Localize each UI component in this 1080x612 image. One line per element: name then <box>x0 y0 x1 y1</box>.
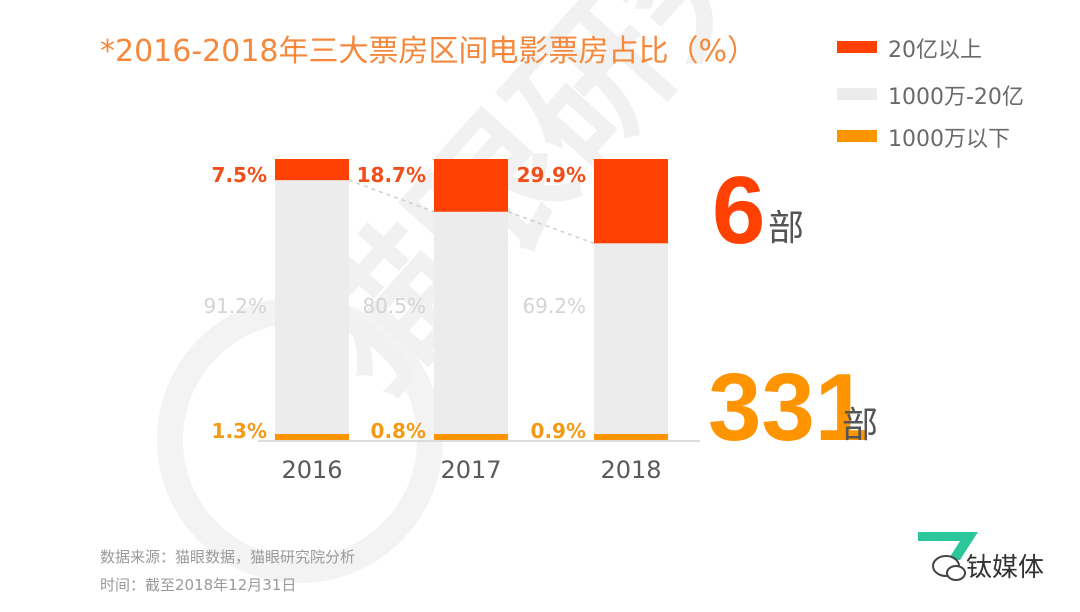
legend-swatch-mid <box>837 88 877 100</box>
legend-label-over-2b: 20亿以上 <box>888 38 982 63</box>
legend-swatch-over-2b <box>837 41 877 53</box>
time-line: 时间：截至2018年12月31日 <box>100 576 296 594</box>
bar-mid-2016 <box>275 180 349 438</box>
x-tick-label-2017: 2017 <box>440 456 501 484</box>
x-tick-label-2018: 2018 <box>600 456 661 484</box>
bar-over-2b-2016 <box>275 159 349 181</box>
data-label-mid-2016: 91.2% <box>203 294 267 318</box>
legend-label-under-10m: 1000万以下 <box>888 127 1010 152</box>
source-line: 数据来源：猫眼数据，猫眼研究院分析 <box>100 548 355 566</box>
data-label-under-10m-2016: 1.3% <box>212 419 267 443</box>
logo-7-icon <box>918 532 978 560</box>
bar-mid-2018 <box>594 243 668 439</box>
data-label-under-10m-2018: 0.9% <box>531 419 586 443</box>
data-label-mid-2018: 69.2% <box>522 294 586 318</box>
brand-logo: 钛媒体 <box>918 532 1044 583</box>
data-label-mid-2017: 80.5% <box>362 294 426 318</box>
bars: 7.5% 91.2% 1.3% 2016 18.7% 80.5% 0.8% 2017 29.9%… <box>203 159 668 484</box>
bar-under-10m-2016 <box>275 434 349 441</box>
data-label-over-2b-2018: 29.9% <box>517 163 586 187</box>
x-tick-label-2016: 2016 <box>281 456 342 484</box>
logo-text: 钛媒体 <box>966 553 1044 583</box>
bar-over-2b-2017 <box>434 159 508 212</box>
chart-title: *2016-2018年三大票房区间电影票房占比（%） <box>100 34 757 69</box>
wechat-icon-small <box>946 565 966 581</box>
legend-label-mid: 1000万-20亿 <box>888 85 1024 110</box>
data-label-over-2b-2017: 18.7% <box>357 163 426 187</box>
bar-under-10m-2017 <box>434 434 508 441</box>
bottom-count-number: 331 <box>708 354 868 461</box>
top-count-number: 6 <box>712 157 765 264</box>
connector-line-2016-2017 <box>348 179 435 213</box>
bar-under-10m-2018 <box>594 434 668 441</box>
bar-mid-2017 <box>434 211 508 439</box>
connector-lines <box>348 179 595 245</box>
top-count-unit: 部 <box>768 208 804 249</box>
data-label-under-10m-2017: 0.8% <box>371 419 426 443</box>
data-label-over-2b-2016: 7.5% <box>212 163 267 187</box>
legend: 20亿以上 1000万-20亿 1000万以下 <box>837 38 1024 152</box>
bar-over-2b-2018 <box>594 159 668 244</box>
legend-swatch-under-10m <box>837 130 877 142</box>
bottom-count-unit: 部 <box>842 405 878 446</box>
